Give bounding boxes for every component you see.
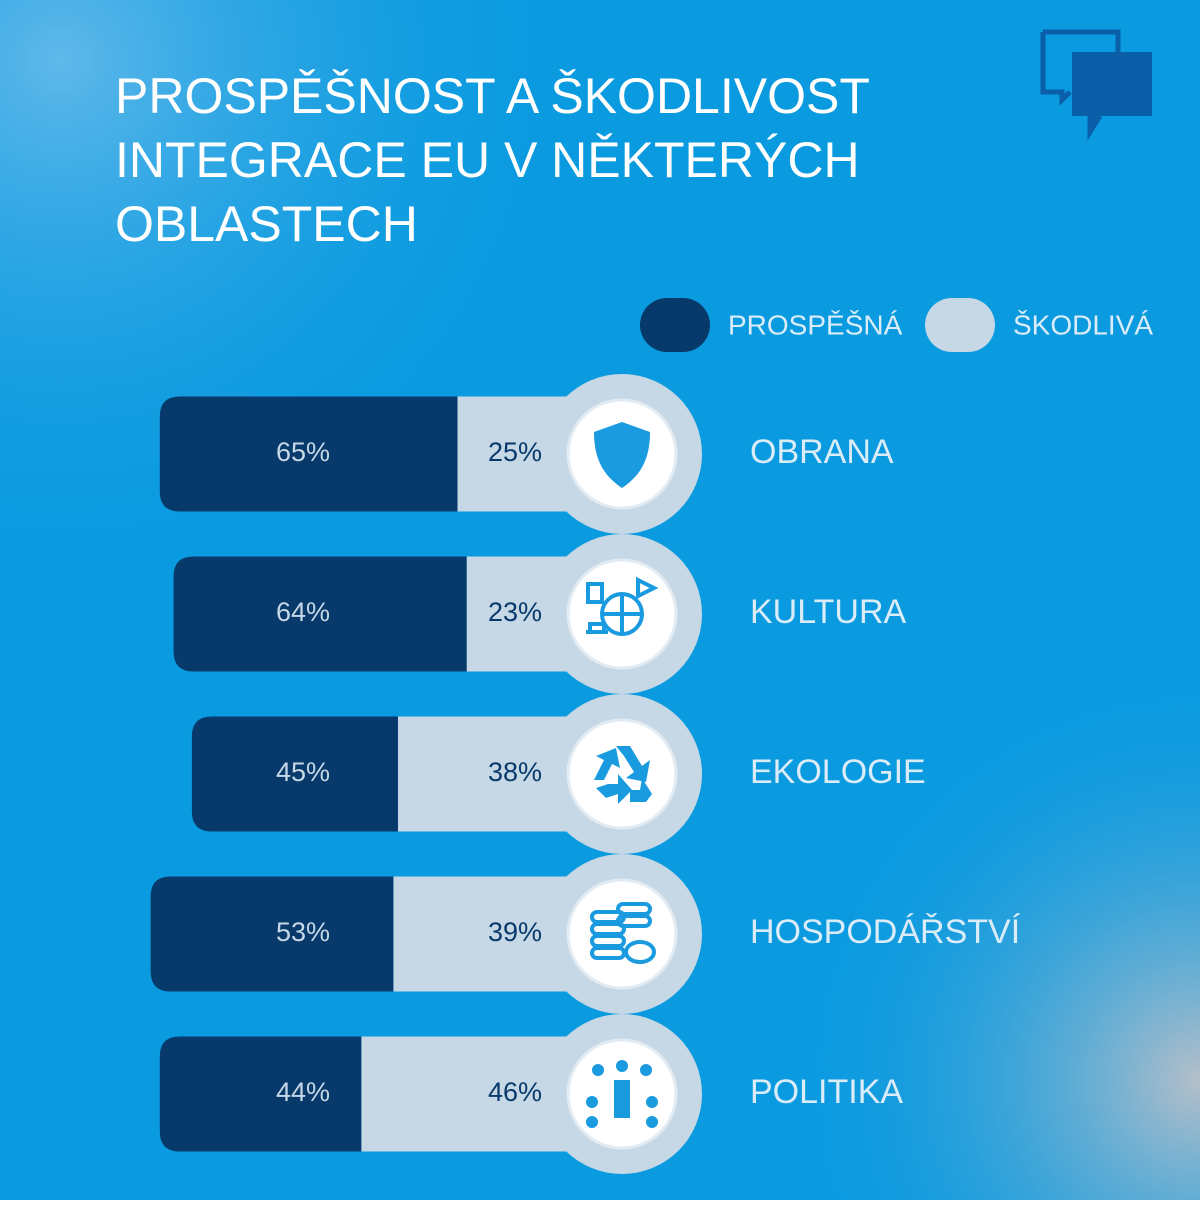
- title-line: OBLASTECH: [115, 196, 418, 252]
- value-label: 44%: [276, 1077, 330, 1107]
- value-label: 25%: [488, 437, 542, 467]
- title-line: INTEGRACE EU V NĚKTERÝCH: [115, 132, 860, 188]
- icon: [614, 1080, 630, 1118]
- icon: [590, 946, 626, 960]
- icon: [640, 1064, 652, 1076]
- icon: [594, 746, 652, 804]
- logo: [1040, 29, 1152, 141]
- title: PROSPĚŠNOST A ŠKODLIVOST INTEGRACE EU V N…: [115, 68, 870, 252]
- row: 64% 23% KULTURA: [173, 534, 906, 694]
- category-label: HOSPODÁŘSTVÍ: [750, 913, 1021, 951]
- icon: [586, 1116, 598, 1128]
- legend-label: ŠKODLIVÁ: [1013, 309, 1153, 340]
- icon: [594, 422, 650, 488]
- row: 65% 25% OBRANA: [159, 374, 894, 534]
- icon: [624, 940, 656, 964]
- bar-segment: [159, 396, 458, 512]
- bar-segment: [173, 556, 467, 672]
- icon: [616, 914, 652, 928]
- row: 45% 38% EKOLOGIE: [191, 694, 926, 854]
- category-label: KULTURA: [750, 593, 906, 631]
- icon: [586, 1060, 658, 1128]
- category-label: OBRANA: [750, 433, 894, 471]
- plot: 65% 25% OBRANA 64% 23% KULTURA 45% 38% EKOLOGIE 5…: [150, 374, 1021, 1174]
- icon: [586, 576, 659, 636]
- icon-circle: [566, 718, 678, 830]
- bar-segment: [457, 396, 572, 512]
- value-label: 45%: [276, 757, 330, 787]
- category-label: POLITIKA: [750, 1073, 903, 1111]
- icon: [586, 576, 659, 634]
- icon: [646, 1096, 658, 1108]
- icon: [586, 1096, 598, 1108]
- legend-label: PROSPĚŠNÁ: [728, 309, 903, 340]
- bar-segment: [393, 876, 572, 992]
- row: 53% 39% HOSPODÁŘSTVÍ: [150, 854, 1021, 1014]
- bar-segment: [150, 876, 394, 992]
- icon: [616, 1060, 628, 1072]
- value-label: 23%: [488, 597, 542, 627]
- bar-segment: [159, 1036, 362, 1152]
- bar-segment: [466, 556, 572, 672]
- title-line: PROSPĚŠNOST A ŠKODLIVOST: [115, 68, 870, 124]
- row: 44% 46% POLITIKA: [159, 1014, 903, 1174]
- legend-swatch: [640, 298, 710, 352]
- value-label: 39%: [488, 917, 542, 947]
- legend-swatch: [925, 298, 995, 352]
- value-label: 64%: [276, 597, 330, 627]
- value-label: 53%: [276, 917, 330, 947]
- icon: [594, 746, 652, 804]
- bar-segment: [397, 716, 572, 832]
- category-label: EKOLOGIE: [750, 753, 926, 791]
- bar-segment: [191, 716, 398, 832]
- icon: [592, 1064, 604, 1076]
- icon: [594, 422, 650, 488]
- legend: PROSPĚŠNÁ ŠKODLIVÁ: [640, 298, 1153, 352]
- bar-segment: [361, 1036, 572, 1152]
- icon: [646, 1116, 658, 1128]
- value-label: 46%: [488, 1077, 542, 1107]
- value-label: 65%: [276, 437, 330, 467]
- value-label: 38%: [488, 757, 542, 787]
- icon: [590, 902, 656, 964]
